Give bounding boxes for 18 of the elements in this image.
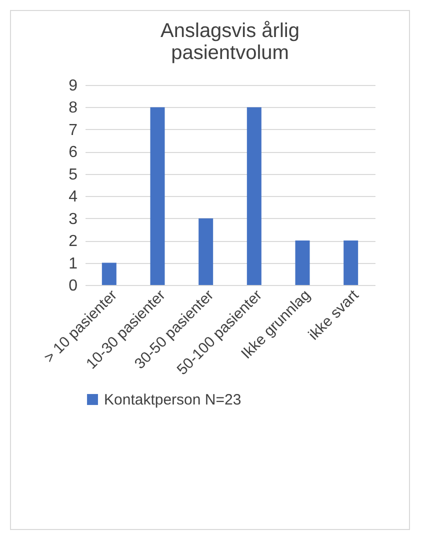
bar [150,107,165,285]
bar [344,240,358,285]
y-tick-label: 2 [68,233,78,250]
y-tick-label: 6 [68,144,78,162]
y-tick-label: 3 [68,210,78,228]
bar [198,218,214,285]
y-tick-label: 5 [68,166,78,184]
y-tick-label: 0 [68,278,78,294]
bar [246,107,262,285]
y-tick-label: 1 [68,255,78,272]
chart-title: Anslagsvis årlig pasientvolum [160,20,300,64]
bar [102,262,116,285]
bar [295,240,310,285]
y-tick-label: 7 [68,122,78,139]
legend-label: Kontaktperson N=23 [104,392,242,408]
y-tick-label: 4 [68,188,78,206]
y-tick-label: 8 [68,100,78,117]
y-tick-label: 9 [68,78,78,94]
